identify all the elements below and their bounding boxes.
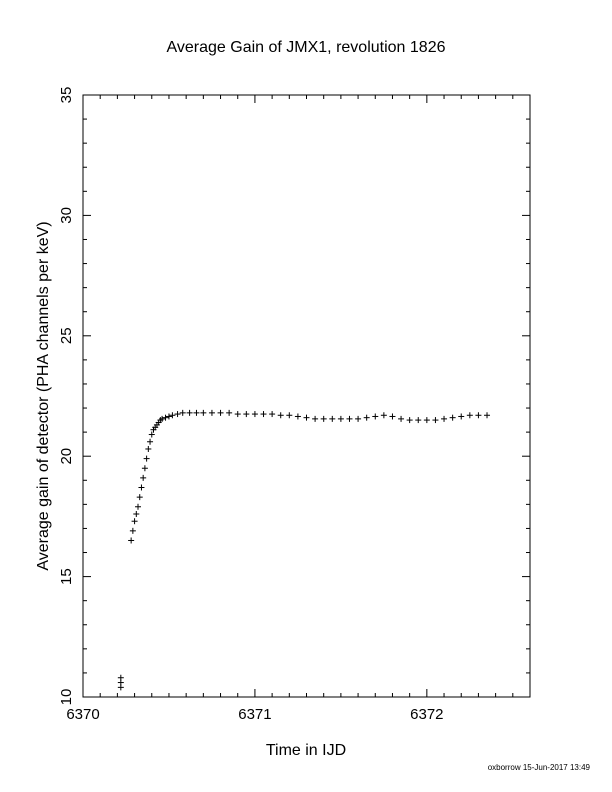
data-point (251, 411, 258, 418)
x-tick-label: 6371 (238, 706, 271, 723)
data-point (226, 409, 233, 416)
data-points (117, 409, 491, 691)
data-point (355, 415, 362, 422)
data-point (129, 527, 136, 534)
data-point (363, 414, 370, 421)
data-point (458, 413, 465, 420)
data-point (147, 438, 154, 445)
data-point (208, 409, 215, 416)
data-point (475, 412, 482, 419)
axis-ticks (82, 94, 531, 698)
data-point (312, 415, 319, 422)
data-point (441, 415, 448, 422)
data-point (217, 409, 224, 416)
data-point (432, 417, 439, 424)
axis-tick-labels: 6370 6371 6372 10 15 20 25 30 35 (58, 87, 444, 723)
data-point (135, 503, 142, 510)
y-tick-label: 25 (58, 327, 75, 344)
data-point (277, 412, 284, 419)
plot-frame (82, 94, 531, 698)
data-point (169, 412, 176, 419)
x-tick-label: 6372 (410, 706, 443, 723)
data-point (346, 415, 353, 422)
data-point (140, 474, 147, 481)
data-point (234, 411, 241, 418)
chart-title: Average Gain of JMX1, revolution 1826 (167, 39, 446, 56)
data-point (406, 417, 413, 424)
data-point (193, 409, 200, 416)
data-point (179, 409, 186, 416)
y-axis-label: Average gain of detector (PHA channels p… (35, 221, 52, 570)
data-point (372, 413, 379, 420)
footer-credit: oxborrow 15-Jun-2017 13:49 (487, 763, 590, 772)
data-point (294, 413, 301, 420)
data-point (398, 415, 405, 422)
data-point (286, 412, 293, 419)
data-point (145, 445, 152, 452)
x-axis-label: Time in IJD (266, 742, 346, 759)
data-point (143, 455, 150, 462)
data-point (415, 417, 422, 424)
data-point (320, 415, 327, 422)
data-point (243, 411, 250, 418)
data-point (329, 415, 336, 422)
data-point (449, 414, 456, 421)
data-point (136, 494, 143, 501)
data-point (380, 412, 387, 419)
data-point (466, 412, 473, 419)
data-point (159, 415, 166, 422)
data-point (162, 414, 169, 421)
data-point (133, 510, 140, 517)
data-point (200, 409, 207, 416)
data-point (484, 412, 491, 419)
y-tick-label: 30 (58, 207, 75, 224)
data-point (131, 518, 138, 525)
data-point (117, 674, 124, 681)
data-point (269, 411, 276, 418)
data-point (260, 411, 267, 418)
data-point (337, 415, 344, 422)
data-point (389, 413, 396, 420)
y-tick-label: 15 (58, 568, 75, 585)
x-tick-label: 6370 (66, 706, 99, 723)
y-tick-label: 20 (58, 448, 75, 465)
data-point (174, 411, 181, 418)
data-point (141, 465, 148, 472)
data-point (138, 484, 145, 491)
data-point (303, 414, 310, 421)
y-tick-label: 35 (58, 87, 75, 104)
data-point (186, 409, 193, 416)
data-point (128, 537, 135, 544)
data-point (165, 413, 172, 420)
data-point (423, 417, 430, 424)
y-tick-label: 10 (58, 689, 75, 706)
data-point (148, 431, 155, 438)
